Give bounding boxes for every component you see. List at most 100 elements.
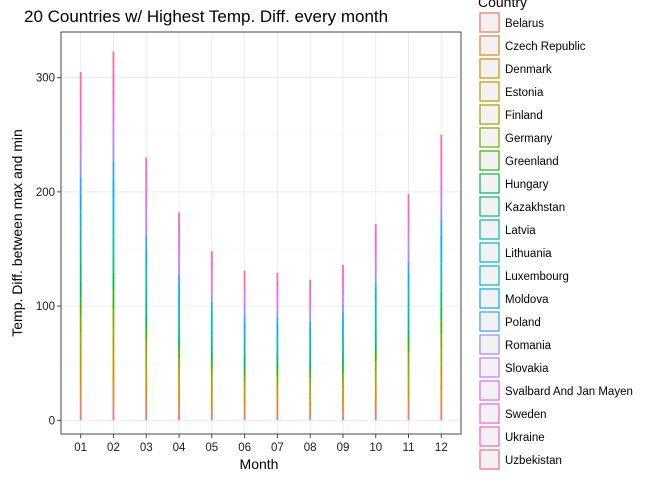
bar-segment bbox=[112, 217, 115, 236]
bar-segment bbox=[145, 302, 148, 316]
bar-segment bbox=[79, 368, 82, 386]
bar-segment bbox=[178, 368, 180, 379]
bar-segment bbox=[112, 364, 115, 384]
bar-segment bbox=[407, 352, 410, 364]
bar-segment bbox=[309, 392, 312, 400]
bar-segment bbox=[276, 383, 279, 391]
bar-segment bbox=[145, 262, 148, 276]
bar-segment bbox=[178, 347, 180, 358]
bar-segment bbox=[440, 406, 443, 421]
bar-segment bbox=[342, 412, 344, 421]
bar-segment bbox=[112, 401, 115, 421]
bar-segment bbox=[178, 316, 180, 327]
bar-segment bbox=[342, 358, 344, 366]
bar-segment bbox=[210, 268, 213, 277]
bar-segment bbox=[342, 288, 344, 297]
bar-segment bbox=[145, 197, 148, 211]
x-tick-label: 02 bbox=[107, 442, 120, 454]
bar-segment bbox=[276, 309, 279, 318]
bar-segment bbox=[374, 341, 377, 352]
bar-segment bbox=[440, 291, 443, 307]
bar-segment bbox=[243, 345, 246, 353]
bar-segment bbox=[112, 291, 115, 310]
bar-segment bbox=[342, 272, 344, 281]
bar-segment bbox=[112, 235, 115, 255]
bar-segment bbox=[178, 357, 180, 369]
y-axis-title: Temp. Diff. between max and min bbox=[9, 129, 25, 337]
legend-swatch bbox=[479, 81, 500, 102]
bar-segment bbox=[210, 403, 213, 412]
legend-swatch bbox=[479, 265, 500, 286]
legend-key bbox=[479, 58, 500, 79]
legend-swatch bbox=[479, 288, 500, 309]
legend-label: Greenland bbox=[505, 156, 559, 168]
legend-swatch bbox=[479, 58, 500, 79]
bar-segment bbox=[309, 293, 312, 301]
bar-segment bbox=[243, 382, 246, 391]
bar-segment bbox=[79, 350, 82, 369]
legend-swatch bbox=[479, 357, 500, 378]
bar-stack-06 bbox=[243, 270, 246, 421]
bar-segment bbox=[407, 228, 410, 240]
x-axis-title: Month bbox=[240, 456, 279, 472]
bar-segment bbox=[243, 323, 246, 331]
bar-segment bbox=[374, 322, 377, 332]
bar-segment bbox=[374, 272, 377, 283]
legend-key bbox=[479, 334, 500, 355]
legend-item: Belarus bbox=[479, 12, 544, 33]
bar-segment bbox=[309, 286, 312, 294]
bar-stack-11 bbox=[407, 194, 410, 421]
bar-segment bbox=[145, 249, 148, 263]
bar-segment bbox=[276, 295, 279, 303]
legend-label: Moldova bbox=[505, 294, 549, 306]
bar-segment bbox=[79, 193, 82, 212]
legend-key bbox=[479, 426, 500, 447]
bar-segment bbox=[112, 143, 115, 163]
bar-segment bbox=[276, 272, 279, 281]
bar-segment bbox=[374, 223, 377, 234]
bar-segment bbox=[178, 243, 180, 255]
legend-label: Romania bbox=[505, 340, 552, 352]
bar-segment bbox=[276, 361, 279, 369]
bar-segment bbox=[243, 367, 246, 376]
bar-segment bbox=[79, 176, 82, 194]
bar-segment bbox=[178, 274, 180, 286]
bar-segment bbox=[342, 303, 344, 312]
bar-segment bbox=[440, 348, 443, 364]
legend-item: Latvia bbox=[479, 219, 536, 240]
bar-segment bbox=[276, 368, 279, 377]
x-tick-label: 11 bbox=[403, 442, 415, 454]
bar-segment bbox=[210, 394, 213, 404]
legend-swatch bbox=[479, 311, 500, 332]
legend-item: Kazakhstan bbox=[479, 196, 565, 217]
bar-segment bbox=[276, 287, 279, 296]
legend-label: Estonia bbox=[505, 87, 544, 99]
bar-segment bbox=[309, 328, 312, 337]
bar-segment bbox=[178, 378, 180, 390]
legend: Country Belarus Czech Republic Denmark Esto… bbox=[478, 0, 633, 470]
bar-segment bbox=[407, 250, 410, 263]
bar-segment bbox=[276, 412, 279, 421]
bar-segment bbox=[374, 331, 377, 342]
bar-segment bbox=[276, 353, 279, 362]
legend-swatch bbox=[479, 35, 500, 56]
bar-segment bbox=[178, 212, 180, 223]
bar-segment bbox=[276, 390, 279, 399]
legend-label: Sweden bbox=[505, 409, 547, 421]
x-tick-label: 08 bbox=[304, 442, 317, 454]
bar-segment bbox=[178, 222, 180, 234]
bar-segment bbox=[374, 302, 377, 313]
bar-segment bbox=[178, 233, 180, 244]
bar-segment bbox=[309, 300, 312, 308]
bar-segment bbox=[210, 386, 213, 395]
legend-swatch bbox=[479, 173, 500, 194]
x-tick-label: 12 bbox=[435, 442, 448, 454]
legend-key bbox=[479, 242, 500, 263]
bar-segment bbox=[440, 320, 443, 335]
legend-key bbox=[479, 380, 500, 401]
legend-item: Greenland bbox=[479, 150, 559, 171]
bar-segment bbox=[407, 329, 410, 342]
legend-key bbox=[479, 173, 500, 194]
bar-segment bbox=[342, 350, 344, 359]
bar-segment bbox=[79, 106, 82, 125]
